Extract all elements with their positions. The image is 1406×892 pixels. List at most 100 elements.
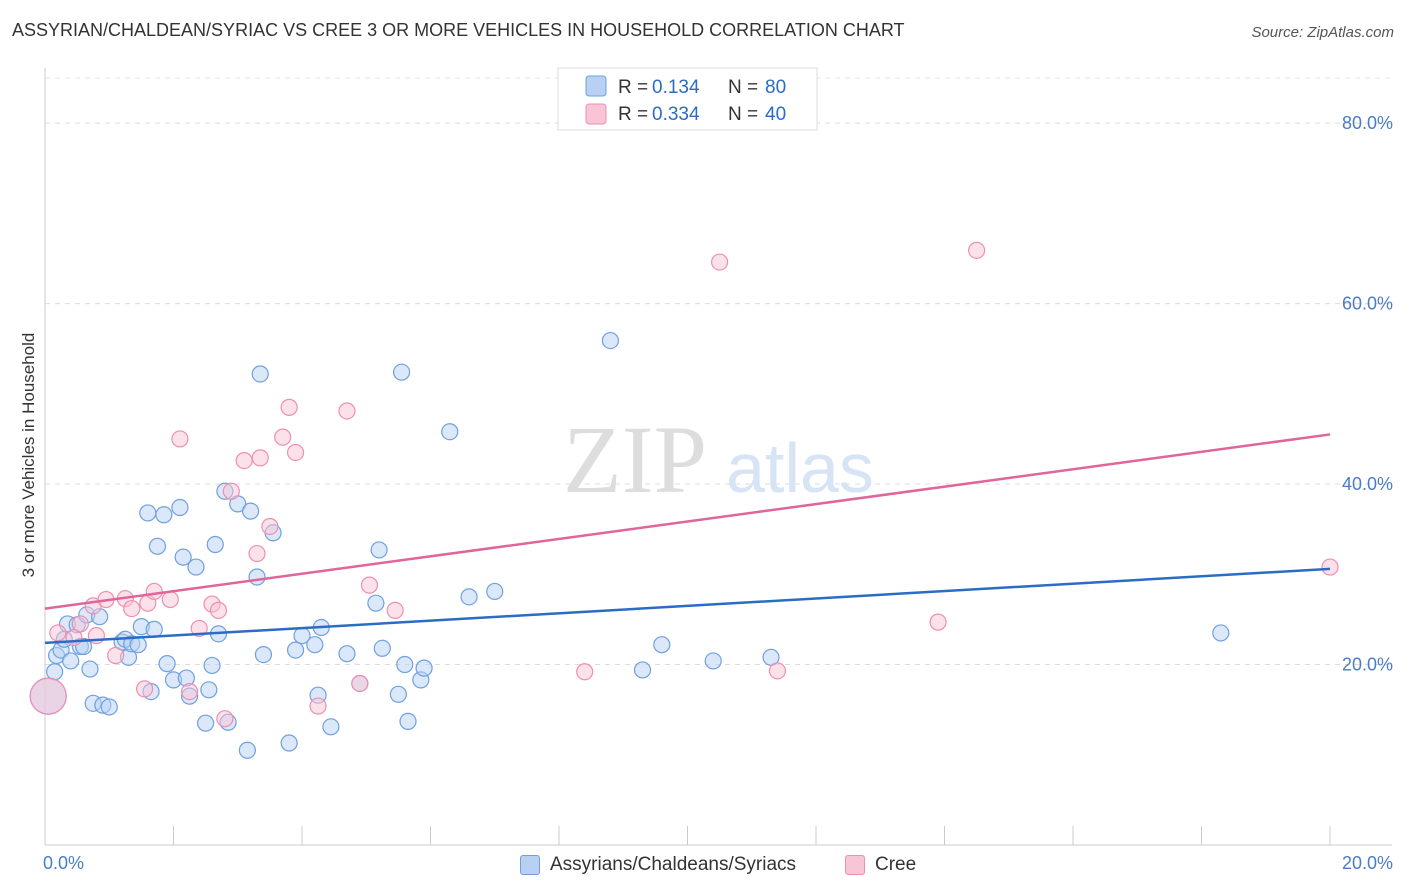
bottom-legend-label-blue: Assyrians/Chaldeans/Syriacs — [550, 854, 797, 875]
trend-lines — [44, 433, 1331, 645]
point-blue-30 — [174, 548, 192, 566]
point-blue-51 — [306, 636, 324, 654]
tick-labels: 20.0% 40.0% 60.0% 80.0% 0.0% 20.0% — [43, 113, 1393, 873]
point-blue-27 — [158, 655, 176, 673]
source-label: Source: ZipAtlas.com — [1251, 24, 1394, 41]
legend-r-label-1: R = — [618, 77, 648, 98]
point-blue-68 — [486, 582, 504, 601]
legend-n-value-2: 40 — [765, 104, 786, 125]
axes — [44, 68, 1392, 846]
point-blue-63 — [399, 712, 417, 730]
legend-n-value-1: 80 — [765, 77, 786, 98]
point-pink-7 — [107, 646, 125, 665]
legend-r-value-1: 0.134 — [652, 77, 700, 98]
chart-title: ASSYRIAN/CHALDEAN/SYRIAC VS CREE 3 OR MO… — [12, 20, 905, 40]
point-blue-45 — [251, 365, 269, 383]
point-pink-12 — [145, 582, 163, 601]
x-tick-label-0: 0.0% — [43, 853, 84, 873]
point-pink-20 — [222, 482, 240, 500]
point-blue-72 — [704, 652, 722, 670]
y-tick-label-1: 40.0% — [1342, 474, 1393, 494]
point-blue-66 — [441, 423, 459, 441]
point-blue-1 — [46, 663, 64, 681]
point-pink-14 — [171, 430, 189, 448]
point-blue-25 — [148, 537, 167, 555]
point-pink-24 — [261, 517, 279, 536]
point-blue-58 — [370, 541, 388, 559]
point-pink-18 — [209, 601, 228, 619]
legend-swatch-blue — [585, 75, 607, 97]
point-blue-67 — [460, 588, 478, 606]
bottom-legend-pink: Cree — [845, 852, 916, 878]
legend-n-label-1: N = — [728, 77, 758, 98]
point-pink-32 — [386, 601, 404, 619]
point-pink-13 — [161, 590, 179, 609]
point-pink-31 — [360, 576, 379, 594]
y-tick-label-3: 80.0% — [1342, 113, 1393, 133]
point-pink-1 — [49, 624, 67, 642]
point-blue-24 — [145, 620, 163, 638]
point-pink-10 — [135, 680, 154, 698]
legend-swatch-pink — [585, 103, 607, 125]
trend-line-pink — [44, 433, 1331, 610]
point-pink-3 — [71, 615, 89, 633]
point-blue-70 — [633, 661, 652, 679]
point-pink-37 — [968, 241, 986, 259]
point-pink-23 — [251, 449, 269, 467]
trend-line-blue — [44, 567, 1331, 645]
y-tick-label-0: 20.0% — [1342, 655, 1393, 675]
point-blue-60 — [389, 685, 407, 703]
x-tick-label-1: 20.0% — [1342, 853, 1393, 873]
point-blue-6 — [62, 652, 80, 670]
point-pink-30 — [351, 674, 369, 693]
y-tick-label-2: 60.0% — [1342, 294, 1393, 314]
point-blue-48 — [280, 734, 298, 752]
point-blue-43 — [242, 502, 260, 520]
point-pink-19 — [216, 710, 234, 728]
point-blue-35 — [200, 681, 218, 699]
point-pink-16 — [190, 619, 208, 638]
point-blue-57 — [367, 594, 385, 612]
point-blue-42 — [238, 741, 256, 759]
point-pink-9 — [123, 599, 141, 618]
point-pink-0 — [29, 677, 67, 715]
point-blue-29 — [171, 498, 189, 517]
point-blue-49 — [286, 641, 305, 659]
point-blue-71 — [653, 636, 671, 654]
watermark-atlas: atlas — [726, 429, 874, 507]
legend-r-label-2: R = — [618, 104, 648, 125]
point-pink-34 — [711, 253, 729, 271]
point-pink-26 — [280, 398, 298, 416]
point-pink-28 — [309, 697, 327, 715]
point-blue-74 — [1212, 624, 1230, 642]
point-blue-26 — [155, 506, 173, 524]
bottom-legend-swatch-pink — [845, 855, 865, 875]
point-pink-36 — [929, 613, 947, 631]
point-pink-38 — [1321, 558, 1339, 576]
stats-legend: R = 0.134 N = 80 R = 0.334 N = 40 — [557, 67, 818, 131]
data-points — [29, 241, 1339, 759]
point-blue-34 — [197, 714, 215, 732]
point-pink-22 — [248, 544, 266, 563]
legend-n-label-2: N = — [728, 104, 758, 125]
point-blue-59 — [373, 639, 391, 657]
point-blue-15 — [100, 698, 118, 716]
point-blue-22 — [139, 504, 157, 522]
point-pink-21 — [235, 451, 253, 470]
point-blue-65 — [415, 659, 433, 677]
point-pink-15 — [180, 682, 199, 701]
point-pink-25 — [274, 428, 292, 446]
bottom-legend-blue: Assyrians/Chaldeans/Syriacs — [520, 852, 796, 878]
point-blue-46 — [254, 646, 273, 664]
point-blue-54 — [322, 718, 340, 736]
watermark-zip: ZIP — [563, 406, 707, 513]
point-blue-61 — [392, 363, 411, 381]
point-blue-37 — [206, 535, 224, 554]
point-pink-29 — [338, 402, 356, 420]
watermark: ZIP atlas — [563, 406, 874, 513]
point-blue-36 — [203, 656, 221, 675]
y-axis-label: 3 or more Vehicles in Household — [19, 333, 38, 578]
point-blue-33 — [187, 558, 205, 576]
point-blue-62 — [396, 655, 414, 674]
